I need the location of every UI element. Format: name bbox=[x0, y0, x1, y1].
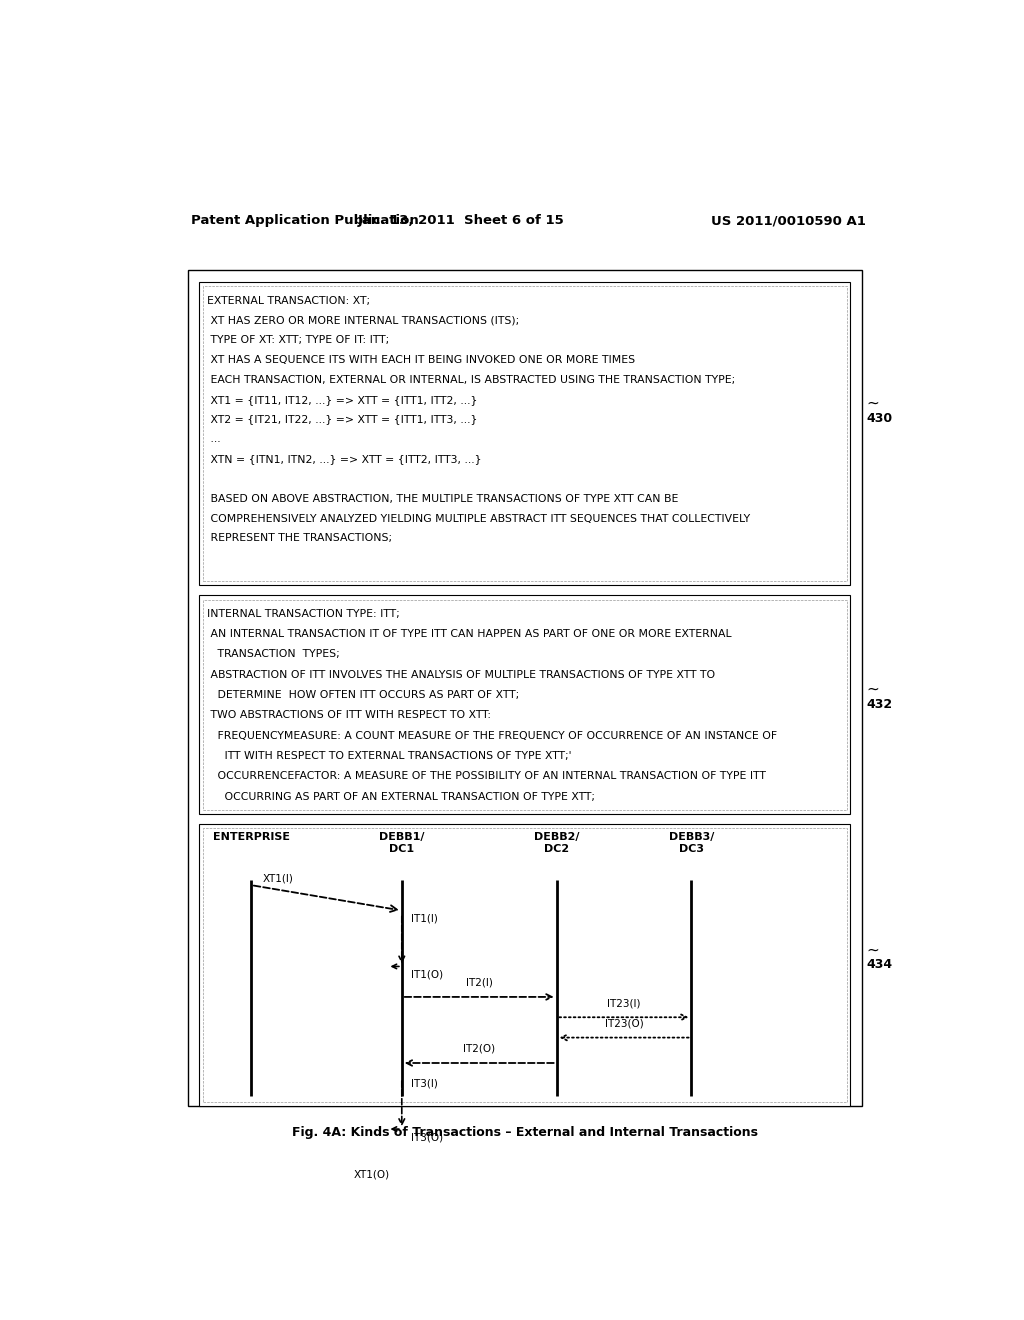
Text: AN INTERNAL TRANSACTION IT OF TYPE ITT CAN HAPPEN AS PART OF ONE OR MORE EXTERNA: AN INTERNAL TRANSACTION IT OF TYPE ITT C… bbox=[207, 630, 732, 639]
Text: IT23(O): IT23(O) bbox=[604, 1019, 643, 1028]
Text: IT23(I): IT23(I) bbox=[607, 998, 641, 1008]
Text: ABSTRACTION OF ITT INVOLVES THE ANALYSIS OF MULTIPLE TRANSACTIONS OF TYPE XTT TO: ABSTRACTION OF ITT INVOLVES THE ANALYSIS… bbox=[207, 669, 716, 680]
Text: IT1(O): IT1(O) bbox=[412, 969, 443, 979]
Text: EXTERNAL TRANSACTION: XT;: EXTERNAL TRANSACTION: XT; bbox=[207, 296, 371, 306]
Text: TYPE OF XT: XTT; TYPE OF IT: ITT;: TYPE OF XT: XTT; TYPE OF IT: ITT; bbox=[207, 335, 389, 346]
Text: DEBB1/
DC1: DEBB1/ DC1 bbox=[379, 833, 425, 854]
Text: IT2(I): IT2(I) bbox=[466, 978, 493, 987]
Text: IT1(I): IT1(I) bbox=[412, 913, 438, 924]
Text: Jan. 13, 2011  Sheet 6 of 15: Jan. 13, 2011 Sheet 6 of 15 bbox=[358, 214, 564, 227]
Text: 432: 432 bbox=[866, 698, 892, 711]
Text: XT HAS ZERO OR MORE INTERNAL TRANSACTIONS (ITS);: XT HAS ZERO OR MORE INTERNAL TRANSACTION… bbox=[207, 315, 519, 326]
Text: ...: ... bbox=[207, 434, 221, 445]
Bar bbox=[203, 828, 847, 1102]
Text: EACH TRANSACTION, EXTERNAL OR INTERNAL, IS ABSTRACTED USING THE TRANSACTION TYPE: EACH TRANSACTION, EXTERNAL OR INTERNAL, … bbox=[207, 375, 735, 385]
Text: ~: ~ bbox=[866, 682, 879, 697]
Text: 434: 434 bbox=[866, 958, 892, 972]
Text: ~: ~ bbox=[866, 942, 879, 957]
Text: Fig. 4A: Kinds of Transactions – External and Internal Transactions: Fig. 4A: Kinds of Transactions – Externa… bbox=[292, 1126, 758, 1139]
Text: IT2(O): IT2(O) bbox=[463, 1044, 496, 1053]
Text: TRANSACTION  TYPES;: TRANSACTION TYPES; bbox=[207, 649, 340, 659]
Bar bbox=[200, 282, 850, 585]
Text: COMPREHENSIVELY ANALYZED YIELDING MULTIPLE ABSTRACT ITT SEQUENCES THAT COLLECTIV: COMPREHENSIVELY ANALYZED YIELDING MULTIP… bbox=[207, 513, 751, 524]
Bar bbox=[203, 599, 847, 810]
Text: US 2011/0010590 A1: US 2011/0010590 A1 bbox=[712, 214, 866, 227]
Bar bbox=[200, 595, 850, 814]
Text: IT3(O): IT3(O) bbox=[412, 1133, 443, 1142]
Text: OCCURRENCEFACTOR: A MEASURE OF THE POSSIBILITY OF AN INTERNAL TRANSACTION OF TYP: OCCURRENCEFACTOR: A MEASURE OF THE POSSI… bbox=[207, 771, 766, 781]
Text: ENTERPRISE: ENTERPRISE bbox=[213, 833, 290, 842]
Text: DEBB2/
DC2: DEBB2/ DC2 bbox=[534, 833, 580, 854]
Text: ~: ~ bbox=[866, 396, 879, 411]
Bar bbox=[187, 271, 862, 1106]
Text: XTN = {ITN1, ITN2, ...} => XTT = {ITT2, ITT3, ...}: XTN = {ITN1, ITN2, ...} => XTT = {ITT2, … bbox=[207, 454, 482, 465]
Text: XT1 = {IT11, IT12, ...} => XTT = {ITT1, ITT2, ...}: XT1 = {IT11, IT12, ...} => XTT = {ITT1, … bbox=[207, 395, 478, 405]
Text: XT1(O): XT1(O) bbox=[354, 1170, 390, 1180]
Text: XT HAS A SEQUENCE ITS WITH EACH IT BEING INVOKED ONE OR MORE TIMES: XT HAS A SEQUENCE ITS WITH EACH IT BEING… bbox=[207, 355, 636, 366]
Text: IT3(I): IT3(I) bbox=[412, 1078, 438, 1088]
Text: XT2 = {IT21, IT22, ...} => XTT = {ITT1, ITT3, ...}: XT2 = {IT21, IT22, ...} => XTT = {ITT1, … bbox=[207, 414, 478, 425]
Text: ITT WITH RESPECT TO EXTERNAL TRANSACTIONS OF TYPE XTT;': ITT WITH RESPECT TO EXTERNAL TRANSACTION… bbox=[207, 751, 571, 760]
Bar bbox=[203, 286, 847, 581]
Text: DEBB3/
DC3: DEBB3/ DC3 bbox=[669, 833, 714, 854]
Text: XT1(I): XT1(I) bbox=[263, 873, 294, 883]
Text: FREQUENCYMEASURE: A COUNT MEASURE OF THE FREQUENCY OF OCCURRENCE OF AN INSTANCE : FREQUENCYMEASURE: A COUNT MEASURE OF THE… bbox=[207, 731, 777, 741]
Text: INTERNAL TRANSACTION TYPE: ITT;: INTERNAL TRANSACTION TYPE: ITT; bbox=[207, 609, 400, 619]
Text: BASED ON ABOVE ABSTRACTION, THE MULTIPLE TRANSACTIONS OF TYPE XTT CAN BE: BASED ON ABOVE ABSTRACTION, THE MULTIPLE… bbox=[207, 494, 679, 504]
Text: 430: 430 bbox=[866, 412, 892, 425]
Text: DETERMINE  HOW OFTEN ITT OCCURS AS PART OF XTT;: DETERMINE HOW OFTEN ITT OCCURS AS PART O… bbox=[207, 690, 519, 700]
Bar bbox=[200, 824, 850, 1106]
Text: Patent Application Publication: Patent Application Publication bbox=[191, 214, 419, 227]
Text: TWO ABSTRACTIONS OF ITT WITH RESPECT TO XTT:: TWO ABSTRACTIONS OF ITT WITH RESPECT TO … bbox=[207, 710, 492, 721]
Text: OCCURRING AS PART OF AN EXTERNAL TRANSACTION OF TYPE XTT;: OCCURRING AS PART OF AN EXTERNAL TRANSAC… bbox=[207, 792, 595, 801]
Text: REPRESENT THE TRANSACTIONS;: REPRESENT THE TRANSACTIONS; bbox=[207, 533, 392, 544]
